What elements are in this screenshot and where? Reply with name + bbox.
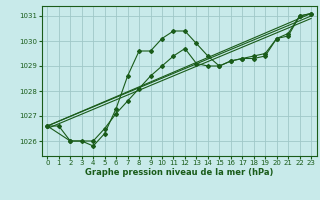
X-axis label: Graphe pression niveau de la mer (hPa): Graphe pression niveau de la mer (hPa): [85, 168, 273, 177]
